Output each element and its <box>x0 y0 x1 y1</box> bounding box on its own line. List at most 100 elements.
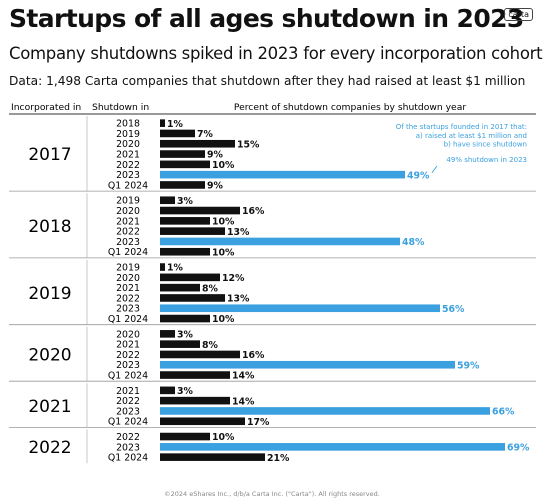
bar-2021-2021 <box>160 386 175 395</box>
shutdown-year-label: 2021 <box>116 283 140 294</box>
shutdown-year-label: 2022 <box>116 227 140 238</box>
bar-2017-2019 <box>160 129 195 138</box>
shutdown-year-label: Q1 2024 <box>108 314 148 325</box>
bar-2020-2020 <box>160 330 175 338</box>
chart-title: Startups of all ages shutdown in 2023 <box>9 4 524 33</box>
cohort-label-2019: 2019 <box>28 284 71 304</box>
data-label: 48% <box>402 237 425 248</box>
data-label: 13% <box>227 227 250 238</box>
shutdown-year-label: 2021 <box>116 149 140 160</box>
data-label: 10% <box>212 247 235 258</box>
shutdown-year-label: 2022 <box>116 160 140 171</box>
shutdown-year-label: 2020 <box>116 273 140 284</box>
annotation-line: a) raised at least $1 million and <box>416 132 527 140</box>
shutdown-year-label: 2021 <box>116 386 140 397</box>
cohort-label-2021: 2021 <box>28 397 71 417</box>
bar-2018-2021 <box>160 217 210 225</box>
shutdown-year-label: 2022 <box>116 350 140 361</box>
bar-2018-2020 <box>160 206 240 215</box>
bar-2020-q1-2024 <box>160 371 230 379</box>
bar-2017-2018 <box>160 119 165 127</box>
shutdown-year-label: 2021 <box>116 340 140 351</box>
chart-subtitle: Company shutdowns spiked in 2023 for eve… <box>9 44 543 63</box>
bar-2017-q1-2024 <box>160 181 205 189</box>
bar-2018-2023 <box>160 237 400 246</box>
bar-2017-2023 <box>160 170 405 179</box>
shutdown-year-label: 2023 <box>116 304 140 315</box>
shutdown-year-label: 2023 <box>116 237 140 248</box>
shutdown-year-label: Q1 2024 <box>108 247 148 258</box>
shutdown-year-label: 2020 <box>116 139 140 150</box>
shutdown-year-label: 2020 <box>116 329 140 340</box>
cohort-label-2020: 2020 <box>28 345 71 365</box>
data-label: 7% <box>197 129 214 140</box>
bar-2020-2023 <box>160 360 455 369</box>
data-label: 15% <box>237 139 260 150</box>
data-label: 1% <box>167 119 184 130</box>
header-shutdown: Shutdown in <box>92 102 149 113</box>
shutdown-year-label: 2020 <box>116 206 140 217</box>
shutdown-year-label: 2023 <box>116 406 140 417</box>
bar-2017-2021 <box>160 150 205 158</box>
data-label: 9% <box>207 181 224 192</box>
annotation-line: Of the startups founded in 2017 that: <box>396 123 527 131</box>
data-label: 1% <box>167 263 184 274</box>
data-label: 21% <box>267 453 290 464</box>
shutdown-bar-chart: Incorporated in Shutdown in Percent of shu… <box>9 102 536 464</box>
data-label: 13% <box>227 294 250 305</box>
bar-2021-2023 <box>160 407 490 415</box>
shutdown-year-label: 2021 <box>116 216 140 227</box>
data-label: 69% <box>507 442 530 453</box>
shutdown-year-label: 2022 <box>116 432 140 443</box>
annotation-arrow <box>431 165 438 173</box>
bar-2020-2021 <box>160 340 200 348</box>
data-label: 66% <box>492 407 515 418</box>
shutdown-year-label: Q1 2024 <box>108 417 148 428</box>
shutdown-year-label: 2018 <box>116 119 140 130</box>
bar-2019-q1-2024 <box>160 314 210 323</box>
data-label: 3% <box>177 196 194 207</box>
annotation-line: b) have since shutdown <box>444 141 527 149</box>
shutdown-year-label: 2019 <box>116 196 140 207</box>
shutdown-year-label: 2023 <box>116 360 140 371</box>
shutdown-year-label: 2019 <box>116 129 140 140</box>
bar-2019-2023 <box>160 304 440 313</box>
shutdown-year-label: Q1 2024 <box>108 180 148 191</box>
bar-2018-q1-2024 <box>160 247 210 256</box>
data-label: 49% <box>407 170 430 181</box>
cohort-label-2017: 2017 <box>28 145 71 165</box>
bar-2022-q1-2024 <box>160 453 265 461</box>
bar-2017-2022 <box>160 160 210 169</box>
bar-2019-2021 <box>160 283 200 292</box>
annotation-callout: 49% shutdown in 2023 <box>446 156 527 164</box>
bar-2021-2022 <box>160 396 230 405</box>
shutdown-year-label: 2023 <box>116 442 140 453</box>
bar-2018-2022 <box>160 227 225 235</box>
data-label: 14% <box>232 396 255 407</box>
header-percent: Percent of shutdown companies by shutdow… <box>234 102 466 113</box>
data-label: 14% <box>232 371 255 382</box>
data-label: 8% <box>202 283 219 294</box>
shutdown-year-label: Q1 2024 <box>108 370 148 381</box>
shutdown-year-label: Q1 2024 <box>108 453 148 464</box>
bar-2022-2023 <box>160 443 505 451</box>
data-label: 56% <box>442 304 465 315</box>
header-incorporated: Incorporated in <box>11 102 81 113</box>
data-note: Data: 1,498 Carta companies that shutdow… <box>9 74 526 88</box>
bar-2022-2022 <box>160 432 210 441</box>
data-label: 59% <box>457 360 480 371</box>
bar-2021-q1-2024 <box>160 417 245 426</box>
data-label: 10% <box>212 160 235 171</box>
data-label: 16% <box>242 206 265 217</box>
bar-2017-2020 <box>160 139 235 148</box>
cohort-label-2018: 2018 <box>28 217 71 237</box>
data-label: 10% <box>212 216 235 227</box>
data-label: 16% <box>242 350 265 361</box>
data-label: 3% <box>177 386 194 397</box>
shutdown-year-label: 2022 <box>116 396 140 407</box>
shutdown-year-label: 2023 <box>116 170 140 181</box>
data-label: 9% <box>207 150 224 161</box>
bar-2019-2020 <box>160 273 220 282</box>
data-label: 3% <box>177 329 194 340</box>
cohort-label-2022: 2022 <box>28 438 71 458</box>
